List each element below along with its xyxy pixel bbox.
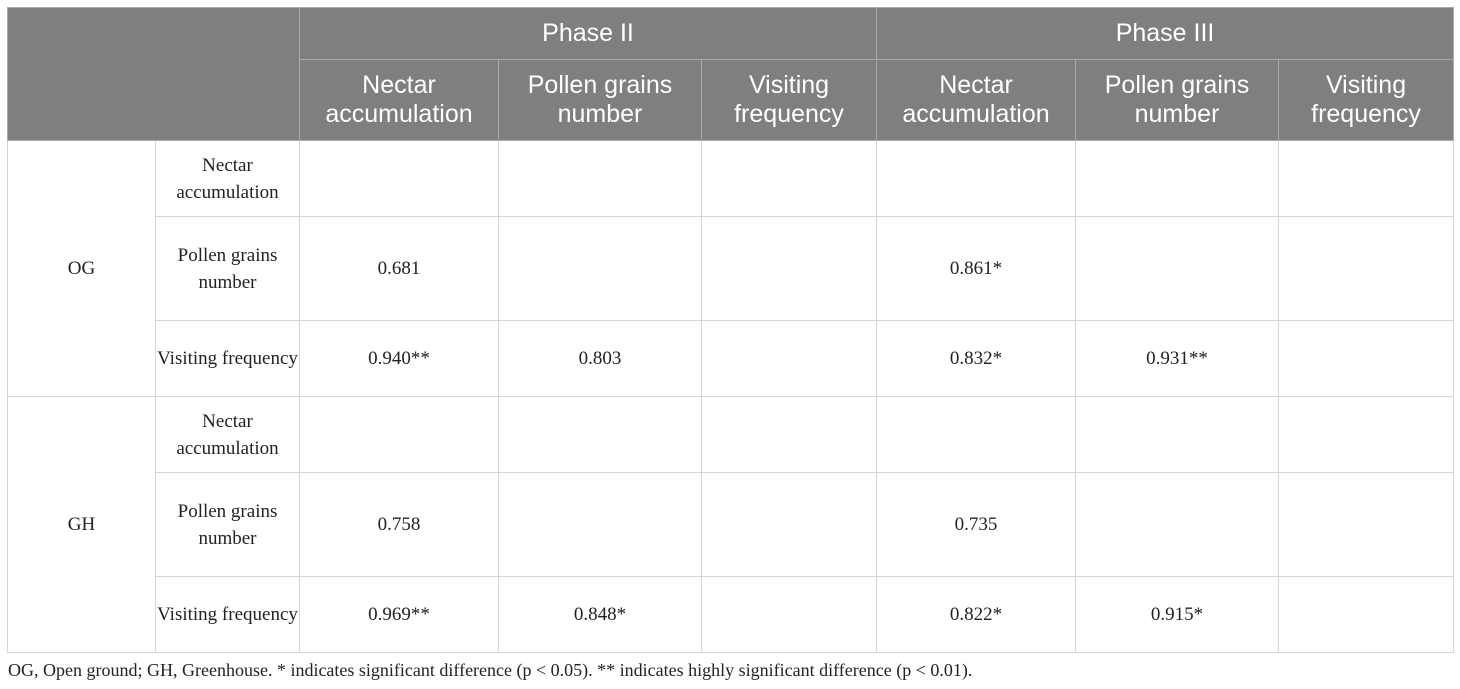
table-cell — [498, 396, 702, 473]
table-cell: 0.681 — [299, 216, 499, 321]
group-label: OG — [7, 140, 156, 397]
table-row: Pollen grains number 0.758 0.735 — [8, 472, 1455, 577]
table-cell — [498, 140, 702, 217]
table-cell — [700, 576, 878, 653]
table-cell: 0.848* — [498, 576, 702, 653]
table-footnote: OG, Open ground; GH, Greenhouse. * indic… — [8, 660, 973, 680]
table-cell — [1278, 216, 1455, 321]
column-header: Pollen grains number — [1075, 59, 1280, 141]
table-cell — [700, 216, 878, 321]
column-header: Visiting frequency — [1278, 59, 1455, 141]
table-cell: 0.940** — [299, 320, 499, 397]
table-cell — [1278, 472, 1455, 577]
column-header: Nectar accumulation — [299, 59, 499, 141]
table-cell — [1278, 576, 1455, 653]
row-label: Visiting frequency — [155, 576, 300, 653]
table-cell: 0.832* — [876, 320, 1077, 397]
table-cell — [876, 396, 1077, 473]
corner-header-cell — [7, 7, 300, 141]
table-cell — [1278, 396, 1455, 473]
table-cell — [498, 472, 702, 577]
table-cell: 0.803 — [498, 320, 702, 397]
column-header: Pollen grains number — [498, 59, 702, 141]
correlation-table: Phase II Phase III Nectar accumulation P… — [7, 7, 1455, 653]
table-cell: 0.735 — [876, 472, 1077, 577]
table-cell — [700, 396, 878, 473]
table-cell — [1075, 472, 1280, 577]
column-header: Visiting frequency — [700, 59, 878, 141]
table-cell — [876, 140, 1077, 217]
table-cell: 0.861* — [876, 216, 1077, 321]
table-cell — [1075, 216, 1280, 321]
table-cell: 0.915* — [1075, 576, 1280, 653]
table-cell: 0.758 — [299, 472, 499, 577]
group-label: GH — [7, 396, 156, 653]
table-row: Pollen grains number 0.681 0.861* — [8, 216, 1455, 321]
table-cell — [700, 320, 878, 397]
table-cell — [1278, 140, 1455, 217]
table-cell — [1075, 140, 1280, 217]
phase-header: Phase II — [298, 7, 878, 60]
phase-header: Phase III — [876, 7, 1455, 60]
table-cell — [498, 216, 702, 321]
column-header-row: Nectar accumulation Pollen grains number… — [8, 59, 1455, 141]
table-cell — [1278, 320, 1455, 397]
table-cell: 0.969** — [299, 576, 499, 653]
table-row: Visiting frequency 0.969** 0.848* 0.822*… — [8, 576, 1455, 653]
row-label: Pollen grains number — [155, 216, 300, 321]
row-label: Nectar accumulation — [155, 140, 300, 217]
phase-header-row: Phase II Phase III — [7, 7, 1455, 141]
table-cell — [700, 140, 878, 217]
table-cell — [1075, 396, 1280, 473]
table-cell — [700, 472, 878, 577]
row-label: Pollen grains number — [155, 472, 300, 577]
table-cell — [299, 140, 499, 217]
table-row: GH Nectar accumulation — [7, 396, 1455, 653]
table-cell — [299, 396, 499, 473]
row-label: Visiting frequency — [155, 320, 300, 397]
table-cell: 0.931** — [1075, 320, 1280, 397]
column-header: Nectar accumulation — [876, 59, 1077, 141]
table-row: Visiting frequency 0.940** 0.803 0.832* … — [8, 320, 1455, 397]
table-cell: 0.822* — [876, 576, 1077, 653]
row-label: Nectar accumulation — [155, 396, 300, 473]
table-row: OG Nectar accumulation — [7, 140, 1455, 397]
